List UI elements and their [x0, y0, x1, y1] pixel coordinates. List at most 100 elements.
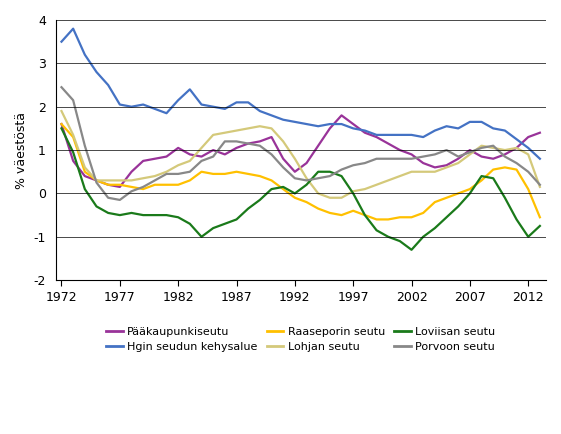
Raaseporin seutu [186, 178, 193, 183]
Hgin seudun kehysalue [361, 128, 368, 133]
Raaseporin seutu [361, 213, 368, 218]
Loviisan seutu [186, 221, 193, 227]
Loviisan seutu [151, 213, 158, 218]
Raaseporin seutu [81, 169, 88, 174]
Lohjan seutu [361, 187, 368, 192]
Loviisan seutu [397, 239, 403, 244]
Legend: Pääkaupunkiseutu, Hgin seudun kehysalue, Raaseporin seutu, Lohjan seutu, Loviisa: Pääkaupunkiseutu, Hgin seudun kehysalue,… [102, 322, 499, 357]
Raaseporin seutu [408, 215, 415, 220]
Loviisan seutu [175, 215, 182, 220]
Raaseporin seutu [525, 187, 532, 192]
Pääkaupunkiseutu [256, 139, 263, 144]
Porvoon seutu [536, 182, 543, 187]
Hgin seudun kehysalue [478, 119, 485, 125]
Porvoon seutu [385, 156, 392, 161]
Lohjan seutu [373, 182, 380, 187]
Line: Hgin seudun kehysalue: Hgin seudun kehysalue [62, 29, 540, 159]
Hgin seudun kehysalue [408, 132, 415, 138]
Raaseporin seutu [268, 178, 275, 183]
Hgin seudun kehysalue [443, 124, 450, 129]
Hgin seudun kehysalue [455, 126, 462, 131]
Lohjan seutu [397, 174, 403, 179]
Hgin seudun kehysalue [536, 156, 543, 161]
Raaseporin seutu [93, 178, 100, 183]
Pääkaupunkiseutu [467, 148, 473, 153]
Raaseporin seutu [140, 187, 146, 192]
Raaseporin seutu [373, 217, 380, 222]
Hgin seudun kehysalue [303, 122, 310, 127]
Pääkaupunkiseutu [58, 122, 65, 127]
Lohjan seutu [536, 184, 543, 190]
Loviisan seutu [128, 210, 135, 216]
Hgin seudun kehysalue [222, 106, 228, 112]
Lohjan seutu [128, 178, 135, 183]
Loviisan seutu [163, 213, 170, 218]
Raaseporin seutu [420, 210, 426, 216]
Loviisan seutu [292, 191, 298, 196]
Porvoon seutu [408, 156, 415, 161]
Porvoon seutu [186, 169, 193, 174]
Lohjan seutu [338, 195, 345, 201]
Hgin seudun kehysalue [58, 39, 65, 44]
Raaseporin seutu [513, 167, 520, 172]
Hgin seudun kehysalue [513, 137, 520, 142]
Raaseporin seutu [455, 191, 462, 196]
Raaseporin seutu [198, 169, 205, 174]
Raaseporin seutu [397, 215, 403, 220]
Pääkaupunkiseutu [105, 182, 112, 187]
Loviisan seutu [525, 234, 532, 240]
Porvoon seutu [315, 176, 321, 181]
Lohjan seutu [280, 139, 287, 144]
Porvoon seutu [397, 156, 403, 161]
Pääkaupunkiseutu [327, 126, 333, 131]
Pääkaupunkiseutu [373, 135, 380, 140]
Pääkaupunkiseutu [443, 163, 450, 168]
Porvoon seutu [81, 143, 88, 148]
Raaseporin seutu [222, 171, 228, 177]
Hgin seudun kehysalue [163, 111, 170, 116]
Lohjan seutu [431, 169, 438, 174]
Porvoon seutu [303, 178, 310, 183]
Porvoon seutu [338, 167, 345, 172]
Pääkaupunkiseutu [233, 145, 240, 151]
Porvoon seutu [210, 154, 217, 159]
Porvoon seutu [198, 158, 205, 164]
Porvoon seutu [361, 161, 368, 166]
Raaseporin seutu [385, 217, 392, 222]
Loviisan seutu [431, 226, 438, 231]
Line: Porvoon seutu: Porvoon seutu [62, 87, 540, 200]
Porvoon seutu [117, 197, 123, 203]
Hgin seudun kehysalue [338, 122, 345, 127]
Pääkaupunkiseutu [420, 161, 426, 166]
Pääkaupunkiseutu [198, 154, 205, 159]
Loviisan seutu [303, 182, 310, 187]
Loviisan seutu [327, 169, 333, 174]
Lohjan seutu [198, 145, 205, 151]
Pääkaupunkiseutu [128, 169, 135, 174]
Lohjan seutu [350, 189, 357, 194]
Porvoon seutu [256, 143, 263, 148]
Porvoon seutu [431, 152, 438, 157]
Hgin seudun kehysalue [467, 119, 473, 125]
Loviisan seutu [385, 234, 392, 240]
Loviisan seutu [373, 228, 380, 233]
Lohjan seutu [292, 156, 298, 161]
Pääkaupunkiseutu [151, 156, 158, 161]
Lohjan seutu [210, 132, 217, 138]
Line: Loviisan seutu: Loviisan seutu [62, 128, 540, 250]
Porvoon seutu [327, 174, 333, 179]
Hgin seudun kehysalue [373, 132, 380, 138]
Raaseporin seutu [175, 182, 182, 187]
Loviisan seutu [210, 226, 217, 231]
Loviisan seutu [455, 204, 462, 209]
Lohjan seutu [525, 152, 532, 157]
Porvoon seutu [222, 139, 228, 144]
Lohjan seutu [408, 169, 415, 174]
Pääkaupunkiseutu [490, 156, 496, 161]
Porvoon seutu [105, 195, 112, 201]
Raaseporin seutu [303, 200, 310, 205]
Porvoon seutu [443, 148, 450, 153]
Lohjan seutu [117, 178, 123, 183]
Pääkaupunkiseutu [81, 174, 88, 179]
Hgin seudun kehysalue [280, 117, 287, 122]
